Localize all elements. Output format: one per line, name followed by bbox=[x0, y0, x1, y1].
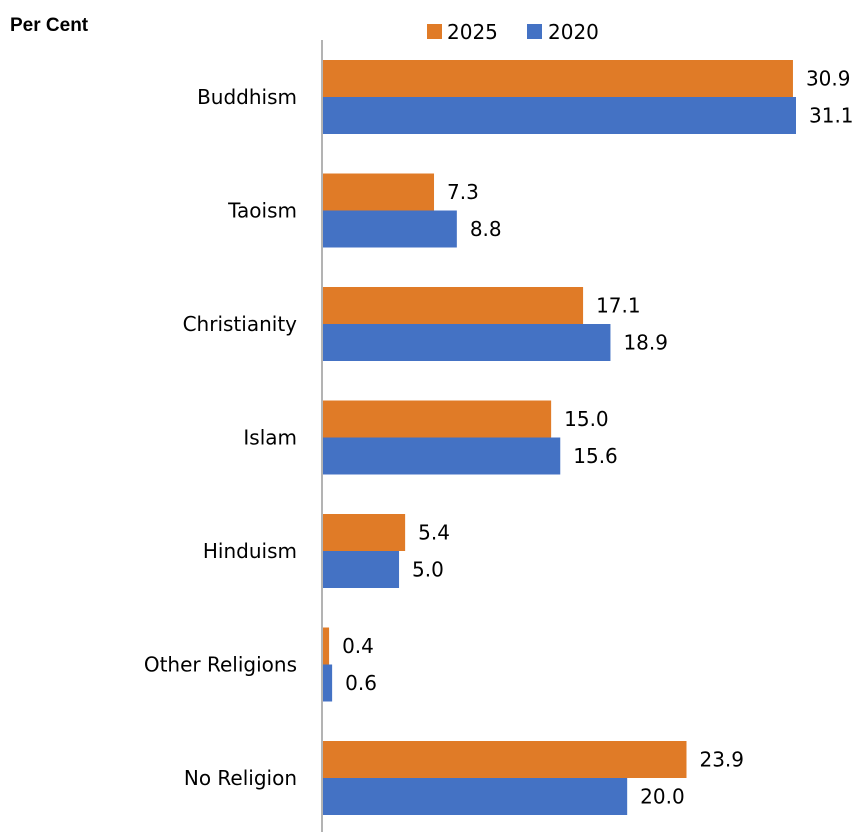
y-axis-label: Per Cent bbox=[10, 15, 89, 36]
bar-2020-islam bbox=[323, 437, 561, 475]
data-label-2020-islam: 15.6 bbox=[573, 444, 618, 468]
data-label-2020-taoism: 8.8 bbox=[470, 217, 502, 241]
category-label-buddhism: Buddhism bbox=[197, 85, 297, 109]
data-label-2025-other-religions: 0.4 bbox=[342, 634, 374, 658]
legend-swatch-2020 bbox=[527, 24, 542, 39]
bar-2020-other-religions bbox=[323, 664, 333, 702]
category-label-hinduism: Hinduism bbox=[203, 539, 297, 563]
bar-2025-other-religions bbox=[323, 627, 330, 665]
data-label-2025-buddhism: 30.9 bbox=[806, 67, 851, 91]
plot-area: Buddhism 30.9 31.1 Taoism 7.3 8.8 Christianity… bbox=[144, 60, 854, 815]
data-label-2020-buddhism: 31.1 bbox=[809, 104, 854, 128]
legend-swatch-2025 bbox=[427, 24, 442, 39]
bar-2025-taoism bbox=[323, 173, 435, 211]
bar-2025-christianity bbox=[323, 287, 584, 324]
data-label-2025-taoism: 7.3 bbox=[447, 180, 479, 204]
bar-2020-no-religion bbox=[323, 778, 628, 815]
legend-label-2025: 2025 bbox=[447, 20, 498, 44]
category-label-taoism: Taoism bbox=[227, 199, 297, 223]
category-label-islam: Islam bbox=[243, 426, 297, 450]
bar-2025-islam bbox=[323, 400, 552, 438]
bar-2020-taoism bbox=[323, 210, 457, 248]
bar-2020-buddhism bbox=[323, 97, 796, 134]
bar-2025-buddhism bbox=[323, 60, 793, 97]
bar-2025-no-religion bbox=[323, 741, 687, 778]
legend: 2025 2020 bbox=[427, 20, 599, 44]
bar-2025-hinduism bbox=[323, 514, 406, 551]
data-label-2020-other-religions: 0.6 bbox=[345, 671, 377, 695]
data-label-2025-no-religion: 23.9 bbox=[699, 748, 744, 772]
bar-2020-christianity bbox=[323, 324, 611, 361]
data-label-2020-hinduism: 5.0 bbox=[412, 558, 444, 582]
category-label-no-religion: No Religion bbox=[184, 766, 297, 790]
data-label-2020-christianity: 18.9 bbox=[623, 331, 668, 355]
category-label-christianity: Christianity bbox=[183, 312, 298, 336]
data-label-2025-christianity: 17.1 bbox=[596, 294, 641, 318]
data-label-2025-hinduism: 5.4 bbox=[418, 521, 450, 545]
data-label-2020-no-religion: 20.0 bbox=[640, 785, 685, 809]
legend-label-2020: 2020 bbox=[548, 20, 599, 44]
bar-2020-hinduism bbox=[323, 551, 400, 588]
category-label-other-religions: Other Religions bbox=[144, 653, 297, 677]
data-label-2025-islam: 15.0 bbox=[564, 407, 609, 431]
